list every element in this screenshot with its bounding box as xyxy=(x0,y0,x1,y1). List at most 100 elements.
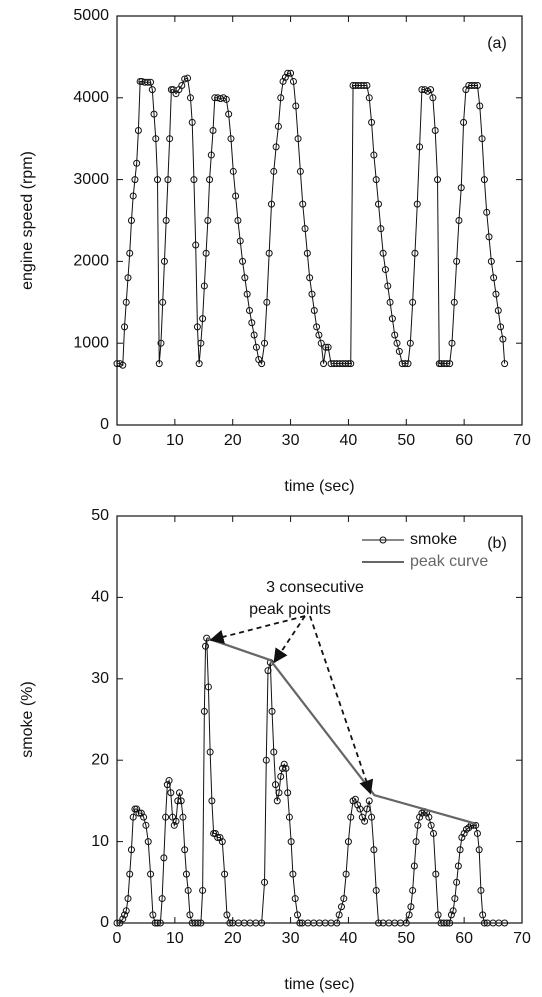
engine-speed-marker xyxy=(388,315,396,323)
series-marker xyxy=(351,795,359,803)
series-marker xyxy=(142,821,150,829)
series-marker xyxy=(429,829,437,837)
series-marker xyxy=(358,813,366,821)
series-marker xyxy=(405,911,413,919)
series-marker xyxy=(162,813,170,821)
engine-speed-marker xyxy=(134,127,142,135)
engine-speed-marker xyxy=(320,360,328,368)
series-marker xyxy=(268,707,276,715)
engine-speed-marker xyxy=(190,176,198,184)
engine-speed-marker xyxy=(342,360,350,368)
engine-speed-marker xyxy=(245,306,253,314)
engine-speed-marker xyxy=(404,360,412,368)
engine-speed-marker xyxy=(131,176,139,184)
y-axis-label: smoke (%) xyxy=(19,681,36,757)
series-marker xyxy=(199,886,207,894)
engine-speed-marker xyxy=(453,257,461,265)
series-marker xyxy=(124,895,132,903)
engine-speed-marker xyxy=(148,86,156,94)
engine-speed-marker xyxy=(250,331,258,339)
series-marker xyxy=(221,870,229,878)
engine-speed-marker xyxy=(206,176,214,184)
engine-speed-marker xyxy=(393,339,401,347)
series-marker xyxy=(337,903,345,911)
engine-speed-marker xyxy=(289,77,297,85)
engine-speed-marker xyxy=(126,249,134,257)
engine-speed-marker xyxy=(227,135,235,143)
series-marker xyxy=(458,834,466,842)
y-tick-label: 0 xyxy=(100,914,109,931)
series-marker xyxy=(410,862,418,870)
series-marker xyxy=(480,919,488,927)
engine-speed-marker xyxy=(159,298,167,306)
engine-speed-marker xyxy=(197,339,205,347)
series-marker xyxy=(294,911,302,919)
engine-speed-marker xyxy=(379,249,387,257)
legend-label: peak curve xyxy=(410,553,488,570)
series-marker xyxy=(342,870,350,878)
series-marker xyxy=(414,821,422,829)
engine-speed-marker xyxy=(121,323,129,331)
engine-speed-marker xyxy=(401,360,409,368)
y-tick-label: 20 xyxy=(91,751,109,768)
series-marker xyxy=(416,813,424,821)
series-marker xyxy=(432,870,440,878)
engine-speed-marker xyxy=(450,298,458,306)
series-marker xyxy=(177,797,185,805)
series-marker xyxy=(135,809,143,817)
engine-speed-marker xyxy=(200,282,208,290)
panel-label: (b) xyxy=(487,535,507,552)
engine-speed-marker xyxy=(265,249,273,257)
engine-speed-marker xyxy=(310,306,318,314)
series-marker xyxy=(270,748,278,756)
series-marker xyxy=(160,854,168,862)
engine-speed-marker xyxy=(222,95,230,103)
engine-speed-marker xyxy=(122,298,130,306)
series-line xyxy=(117,638,505,924)
series-marker xyxy=(170,821,178,829)
series-marker xyxy=(434,911,442,919)
engine-speed-marker xyxy=(427,86,435,94)
engine-speed-marker xyxy=(370,151,378,159)
engine-speed-marker xyxy=(306,274,314,282)
series-marker xyxy=(163,781,171,789)
engine-speed-marker xyxy=(501,360,509,368)
series-marker xyxy=(356,805,364,813)
series-marker xyxy=(202,642,210,650)
series-marker xyxy=(151,919,159,927)
series-marker xyxy=(122,907,130,915)
engine-speed-marker xyxy=(267,200,275,208)
engine-speed-marker xyxy=(127,217,135,224)
series-marker xyxy=(262,756,270,764)
series-marker xyxy=(472,821,480,829)
series-marker xyxy=(174,797,182,805)
series-marker xyxy=(344,838,352,846)
series-marker xyxy=(186,911,194,919)
engine-speed-marker xyxy=(263,298,271,306)
series-marker xyxy=(443,919,451,927)
series-marker xyxy=(282,764,290,772)
series-marker xyxy=(273,797,281,805)
engine-speed-marker xyxy=(192,241,200,249)
engine-speed-marker xyxy=(368,118,376,126)
series-marker xyxy=(363,805,371,813)
x-tick-label: 40 xyxy=(340,930,358,947)
series-marker xyxy=(154,919,161,927)
engine-speed-marker xyxy=(193,323,201,331)
engine-speed-marker xyxy=(236,237,244,245)
engine-speed-marker xyxy=(391,331,399,339)
engine-speed-marker xyxy=(296,167,304,175)
engine-speed-marker xyxy=(195,360,203,368)
engine-speed-marker xyxy=(299,200,307,208)
series-marker xyxy=(182,870,190,878)
engine-speed-marker xyxy=(492,290,500,298)
engine-speed-marker xyxy=(487,257,495,265)
engine-speed-marker xyxy=(274,122,282,130)
engine-speed-marker xyxy=(162,217,170,224)
engine-speed-marker xyxy=(497,323,505,331)
engine-speed-marker xyxy=(377,225,385,233)
x-tick-label: 70 xyxy=(513,930,531,947)
engine-speed-marker xyxy=(448,339,456,347)
series-marker xyxy=(335,911,343,919)
